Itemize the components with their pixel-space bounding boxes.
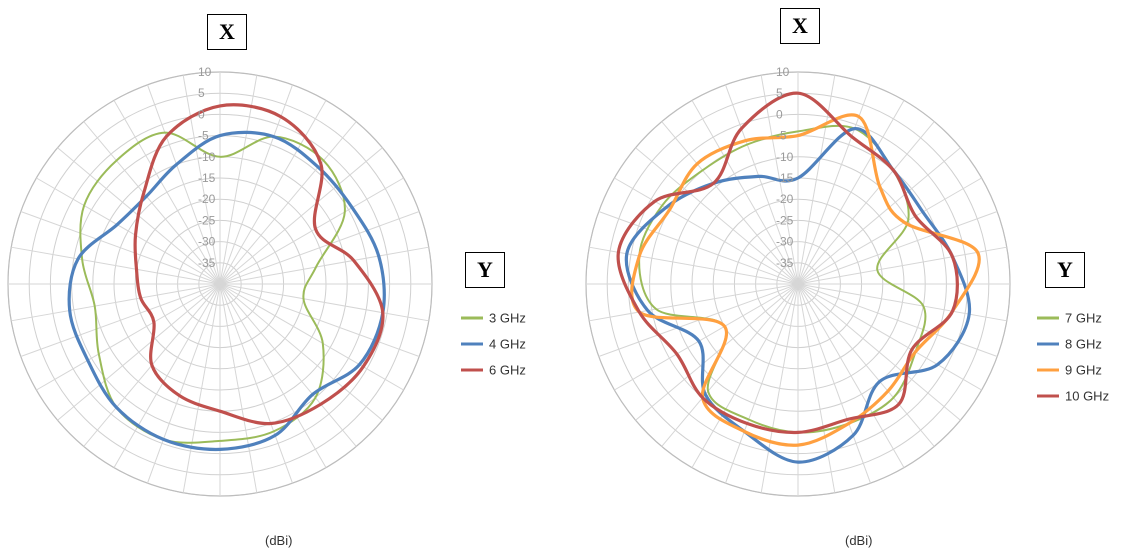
radial-tick-label: -20 — [776, 192, 794, 206]
grid-spoke — [219, 283, 293, 484]
grid-spoke — [219, 100, 327, 285]
polar-chart-left: 10 5 0 -5 -10 -15 -20 -25 -30 -35 3 GHz 4 GHz 6 GHz — [7, 65, 526, 497]
radial-tick-label: -10 — [198, 150, 216, 164]
grid-spoke — [219, 283, 357, 447]
y-axis-marker-left: Y — [465, 252, 505, 288]
grid-spoke — [797, 283, 935, 447]
radial-tick-label: 10 — [776, 65, 790, 79]
grid-spoke — [20, 211, 221, 285]
grid-spoke — [797, 121, 935, 285]
grid-spoke — [797, 283, 1007, 322]
grid-spoke — [797, 283, 871, 484]
radial-tick-label: -5 — [198, 129, 209, 143]
grid-spoke — [797, 283, 905, 468]
grid-spoke — [797, 283, 961, 421]
radial-tick-label: -30 — [776, 235, 794, 249]
grid-spoke — [113, 283, 221, 468]
grid-spoke — [83, 121, 221, 285]
grid-spoke — [614, 283, 799, 391]
radial-tick-label: -10 — [776, 150, 794, 164]
grid-spoke — [797, 283, 982, 391]
unit-label-right: (dBi) — [845, 533, 873, 548]
legend-label: 7 GHz — [1065, 311, 1102, 326]
grid-spoke — [589, 283, 799, 322]
grid-spoke — [797, 246, 1007, 285]
grid-spoke — [635, 147, 799, 285]
radial-tick-label: -5 — [776, 129, 787, 143]
radial-tick-label: 5 — [198, 86, 205, 100]
grid-spoke — [182, 283, 221, 493]
grid-spoke — [760, 283, 799, 493]
radial-tick-label: -30 — [198, 235, 216, 249]
grid-spoke — [219, 283, 327, 468]
grid-spoke — [219, 283, 429, 322]
grid-spoke — [635, 283, 799, 421]
series-line-10-ghz — [616, 91, 959, 435]
series-line-3-ghz — [79, 131, 346, 444]
grid-spoke — [219, 283, 420, 357]
series-line-4-ghz — [67, 130, 386, 452]
radial-tick-label: -15 — [198, 171, 216, 185]
grid-spoke — [797, 283, 998, 357]
grid-spoke — [691, 100, 799, 285]
grid-spoke — [11, 283, 221, 322]
legend-label: 6 GHz — [489, 363, 526, 378]
radial-tick-label: -35 — [198, 256, 216, 270]
grid-spoke — [797, 211, 998, 285]
x-axis-marker-right: X — [780, 8, 820, 44]
grid-spoke — [797, 177, 982, 285]
grid-spoke — [614, 177, 799, 285]
grid-spoke — [219, 283, 404, 391]
y-axis-marker-right: Y — [1045, 252, 1085, 288]
grid-spoke — [219, 121, 357, 285]
grid-spoke — [219, 211, 420, 285]
grid-spoke — [20, 283, 221, 357]
series-line-8-ghz — [624, 127, 972, 464]
grid-spoke — [147, 283, 221, 484]
x-axis-marker-left: X — [207, 14, 247, 50]
grid-spoke — [219, 177, 404, 285]
grid-spoke — [11, 246, 221, 285]
grid-spoke — [182, 75, 221, 285]
radial-tick-label: -15 — [776, 171, 794, 185]
grid-spoke — [661, 283, 799, 447]
grid-spoke — [36, 177, 221, 285]
legend-label: 10 GHz — [1065, 389, 1109, 404]
grid-spoke — [797, 283, 836, 493]
grid-spoke — [691, 283, 799, 468]
grid-spoke — [36, 283, 221, 391]
radial-tick-label: -25 — [776, 213, 794, 227]
radial-tick-label: 0 — [776, 107, 783, 121]
grid-spoke — [797, 147, 961, 285]
grid-spoke — [219, 283, 383, 421]
grid-spoke — [725, 84, 799, 285]
legend-label: 4 GHz — [489, 337, 526, 352]
polar-chart-right: 10 5 0 -5 -10 -15 -20 -25 -30 -35 7 GHz 8 GHz 9 GHz 1… — [585, 65, 1109, 497]
grid-spoke — [219, 147, 383, 285]
radial-tick-label: -35 — [776, 256, 794, 270]
radial-tick-label: 10 — [198, 65, 212, 79]
series-line-6-ghz — [133, 103, 385, 426]
grid-spoke — [147, 84, 221, 285]
grid-spoke — [219, 283, 258, 493]
grid-spoke — [219, 75, 258, 285]
grid-spoke — [589, 246, 799, 285]
radial-tick-label: 0 — [198, 107, 205, 121]
grid-spoke — [113, 100, 221, 285]
radial-tick-label: -20 — [198, 192, 216, 206]
radial-tick-label: -25 — [198, 213, 216, 227]
series-line-9-ghz — [630, 113, 981, 447]
grid-spoke — [797, 100, 905, 285]
grid-spoke — [57, 283, 221, 421]
legend-label: 8 GHz — [1065, 337, 1102, 352]
grid-spoke — [725, 283, 799, 484]
grid-spoke — [797, 75, 836, 285]
legend-label: 3 GHz — [489, 311, 526, 326]
grid-spoke — [661, 121, 799, 285]
radial-tick-label: 5 — [776, 86, 783, 100]
unit-label-left: (dBi) — [265, 533, 293, 548]
grid-spoke — [219, 246, 429, 285]
legend-label: 9 GHz — [1065, 363, 1102, 378]
